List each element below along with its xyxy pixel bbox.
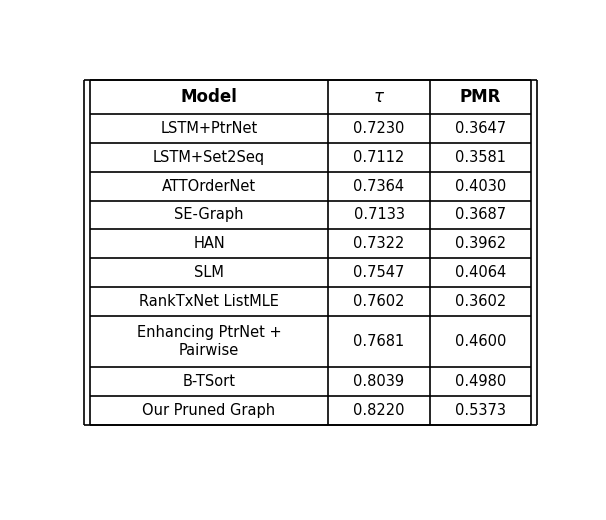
Text: 0.4064: 0.4064 xyxy=(455,265,506,280)
Text: RankTxNet ListMLE: RankTxNet ListMLE xyxy=(139,294,279,309)
Text: SE-Graph: SE-Graph xyxy=(175,207,244,223)
Text: ATTOrderNet: ATTOrderNet xyxy=(162,178,256,193)
Text: LSTM+Set2Seq: LSTM+Set2Seq xyxy=(153,150,265,165)
Text: 0.8220: 0.8220 xyxy=(353,403,405,418)
Text: 0.4030: 0.4030 xyxy=(455,178,506,193)
Text: 0.3647: 0.3647 xyxy=(455,121,506,136)
Text: Model: Model xyxy=(181,88,238,106)
Text: τ: τ xyxy=(374,88,384,106)
Text: LSTM+PtrNet: LSTM+PtrNet xyxy=(161,121,258,136)
Text: Our Pruned Graph: Our Pruned Graph xyxy=(142,403,276,418)
Text: Enhancing PtrNet +
Pairwise: Enhancing PtrNet + Pairwise xyxy=(137,325,281,358)
Text: 0.5373: 0.5373 xyxy=(455,403,506,418)
Text: SLM: SLM xyxy=(194,265,224,280)
Text: 0.3581: 0.3581 xyxy=(455,150,506,165)
Text: 0.7364: 0.7364 xyxy=(353,178,405,193)
Text: 0.7681: 0.7681 xyxy=(353,334,405,349)
Text: 0.3687: 0.3687 xyxy=(455,207,506,223)
Text: 0.4980: 0.4980 xyxy=(455,374,506,389)
Text: 0.7230: 0.7230 xyxy=(353,121,405,136)
Text: 0.3602: 0.3602 xyxy=(455,294,506,309)
Text: 0.7133: 0.7133 xyxy=(353,207,404,223)
Text: B-TSort: B-TSort xyxy=(182,374,236,389)
Text: 0.8039: 0.8039 xyxy=(353,374,405,389)
Text: 0.3962: 0.3962 xyxy=(455,237,506,251)
Text: 0.4600: 0.4600 xyxy=(455,334,506,349)
Text: PMR: PMR xyxy=(460,88,501,106)
Text: HAN: HAN xyxy=(193,237,225,251)
Text: 0.7602: 0.7602 xyxy=(353,294,405,309)
Text: 0.7112: 0.7112 xyxy=(353,150,405,165)
Text: 0.7547: 0.7547 xyxy=(353,265,405,280)
Text: 0.7322: 0.7322 xyxy=(353,237,405,251)
